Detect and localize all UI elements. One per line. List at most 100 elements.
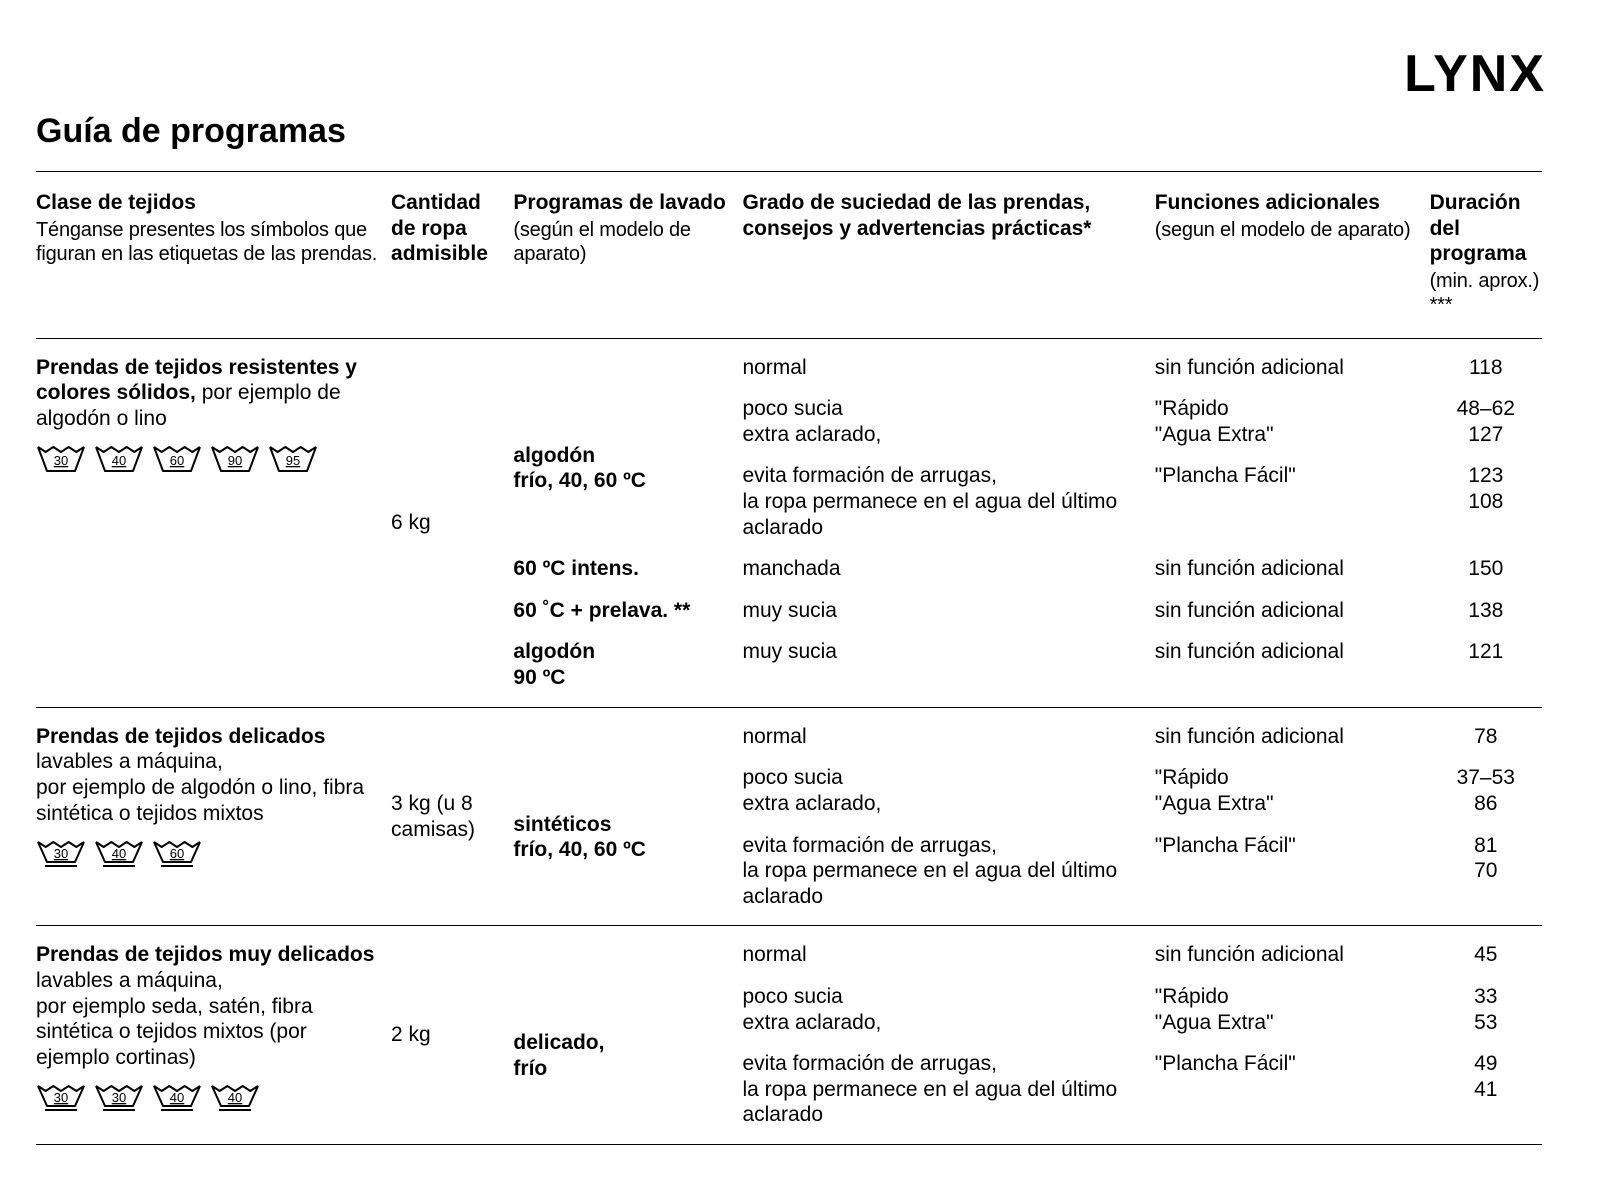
program-cell: algodónfrío, 40, 60 ºC xyxy=(513,388,742,548)
soil-line2: la ropa permanece en el agua del último … xyxy=(742,490,1117,539)
program-cell xyxy=(513,716,742,758)
col-prog-header: Programas de lavado (según el modelo de … xyxy=(513,180,742,330)
svg-text:30: 30 xyxy=(54,453,68,468)
page-title: Guía de programas xyxy=(36,112,1552,151)
svg-text:30: 30 xyxy=(112,1090,126,1105)
func-line1: sin función adicional xyxy=(1155,557,1344,580)
func-line1: "Rápido xyxy=(1155,985,1229,1008)
soil-cell: muy sucia xyxy=(742,590,1154,632)
func-cell: "Rápido"Agua Extra" xyxy=(1155,757,1430,824)
func-line2: "Agua Extra" xyxy=(1155,423,1274,446)
duration-cell: 78 xyxy=(1430,716,1552,758)
care-symbol-icon: 30 xyxy=(36,441,86,475)
func-line1: "Plancha Fácil" xyxy=(1155,464,1296,487)
func-line2: "Agua Extra" xyxy=(1155,792,1274,815)
program-cell xyxy=(513,934,742,976)
fabric-cell: Prendas de tejidos muy delicados lavable… xyxy=(36,934,391,1136)
func-line1: sin función adicional xyxy=(1155,943,1344,966)
dur-line1: 123 xyxy=(1468,464,1503,487)
dur-line2: 108 xyxy=(1468,490,1503,513)
col-fabric-title: Clase de tejidos xyxy=(36,191,196,214)
func-cell: "Rápido "Agua Extra" xyxy=(1155,976,1430,1043)
fabric-type-block: Prendas de tejidos muy delicados lavable… xyxy=(36,942,381,1120)
svg-text:90: 90 xyxy=(228,453,242,468)
duration-cell: 138 xyxy=(1430,590,1552,632)
dur-line1: 45 xyxy=(1474,943,1497,966)
func-line1: "Plancha Fácil" xyxy=(1155,834,1296,857)
col-func-sub: (segun el modelo de aparato) xyxy=(1155,218,1420,242)
svg-text:30: 30 xyxy=(54,846,68,861)
soil-line1: poco sucia xyxy=(742,985,842,1008)
col-prog-title: Programas de lavado xyxy=(513,191,725,214)
col-qty-header: Cantidad de ropa admisible xyxy=(391,180,513,330)
program-line2: 90 ºC xyxy=(513,666,565,689)
care-symbol-icon: 30 xyxy=(36,836,86,876)
func-cell: sin función adicional xyxy=(1155,631,1430,698)
col-fabric-header: Clase de tejidos Ténganse presentes los … xyxy=(36,180,391,330)
program-line2: frío, 40, 60 ºC xyxy=(513,838,646,861)
dur-line2: 86 xyxy=(1474,792,1497,815)
func-line1: sin función adicional xyxy=(1155,725,1344,748)
fabric-type-block: Prendas de tejidos delicados lavables a … xyxy=(36,724,381,876)
svg-text:40: 40 xyxy=(170,1090,184,1105)
col-func-header: Funciones adicionales (segun el modelo d… xyxy=(1155,180,1430,330)
dur-line1: 78 xyxy=(1474,725,1497,748)
func-cell: sin función adicional xyxy=(1155,548,1430,590)
program-cell: delicado,frío xyxy=(513,976,742,1136)
program-guide-table: Clase de tejidos Ténganse presentes los … xyxy=(36,163,1552,1153)
program-cell: algodón90 ºC xyxy=(513,631,742,698)
func-cell: "Rápido"Agua Extra" xyxy=(1155,388,1430,455)
dur-line2: 127 xyxy=(1468,423,1503,446)
program-line2: frío xyxy=(513,1057,547,1080)
soil-cell: evita formación de arrugas,la ropa perma… xyxy=(742,455,1154,548)
col-prog-sub: (según el modelo de aparato) xyxy=(513,218,732,267)
svg-text:40: 40 xyxy=(228,1090,242,1105)
dur-line1: 81 xyxy=(1474,834,1497,857)
care-symbol-icon: 40 xyxy=(94,441,144,475)
func-line1: "Plancha Fácil" xyxy=(1155,1052,1296,1075)
svg-text:30: 30 xyxy=(54,1090,68,1105)
func-cell: sin función adicional xyxy=(1155,934,1430,976)
soil-line2: la ropa permanece en el agua del último … xyxy=(742,1078,1117,1127)
func-cell: sin función adicional xyxy=(1155,590,1430,632)
fabric-cell: Prendas de tejidos resistentes y colores… xyxy=(36,347,391,699)
dur-line1: 37–53 xyxy=(1457,766,1515,789)
duration-cell: 4941 xyxy=(1430,1043,1552,1136)
qty-cell: 3 kg (u 8 camisas) xyxy=(391,716,513,918)
soil-line2: extra aclarado, xyxy=(742,423,881,446)
duration-cell: 8170 xyxy=(1430,825,1552,918)
table-row: Prendas de tejidos delicados lavables a … xyxy=(36,716,1552,758)
soil-cell: evita formación de arrugas, la ropa perma… xyxy=(742,1043,1154,1136)
func-line2: "Agua Extra" xyxy=(1155,1011,1274,1034)
svg-text:40: 40 xyxy=(112,453,126,468)
soil-line1: evita formación de arrugas, xyxy=(742,1052,996,1075)
col-qty-title: Cantidad de ropa admisible xyxy=(391,191,488,265)
col-dur-header: Duración del programa (min. aprox.) *** xyxy=(1430,180,1552,330)
dur-line1: 150 xyxy=(1468,557,1503,580)
soil-cell: poco suciaextra aclarado, xyxy=(742,388,1154,455)
care-symbols-row: 30 40 60 xyxy=(36,836,381,876)
program-line1: sintéticos xyxy=(513,813,611,836)
svg-text:60: 60 xyxy=(170,453,184,468)
col-soil-header: Grado de suciedad de las prendas, consej… xyxy=(742,180,1154,330)
dur-line1: 33 xyxy=(1474,985,1497,1008)
soil-line1: normal xyxy=(742,943,806,966)
soil-cell: normal xyxy=(742,934,1154,976)
svg-text:95: 95 xyxy=(286,453,300,468)
func-cell: "Plancha Fácil" xyxy=(1155,825,1430,918)
soil-cell: normal xyxy=(742,716,1154,758)
func-line1: sin función adicional xyxy=(1155,599,1344,622)
func-line1: sin función adicional xyxy=(1155,356,1344,379)
dur-line2: 70 xyxy=(1474,859,1497,882)
duration-cell: 48–62127 xyxy=(1430,388,1552,455)
soil-cell: poco suciaextra aclarado, xyxy=(742,976,1154,1043)
soil-cell: normal xyxy=(742,347,1154,389)
duration-cell: 123108 xyxy=(1430,455,1552,548)
program-cell: 60 ºC intens. xyxy=(513,548,742,590)
care-symbol-icon: 60 xyxy=(152,836,202,876)
program-line1: algodón xyxy=(513,444,595,467)
care-symbols-row: 30 30 40 40 xyxy=(36,1080,381,1120)
col-soil-title: Grado de suciedad de las prendas, consej… xyxy=(742,191,1091,240)
soil-line2: extra aclarado, xyxy=(742,792,881,815)
care-symbols-row: 30 40 60 90 95 xyxy=(36,441,381,475)
